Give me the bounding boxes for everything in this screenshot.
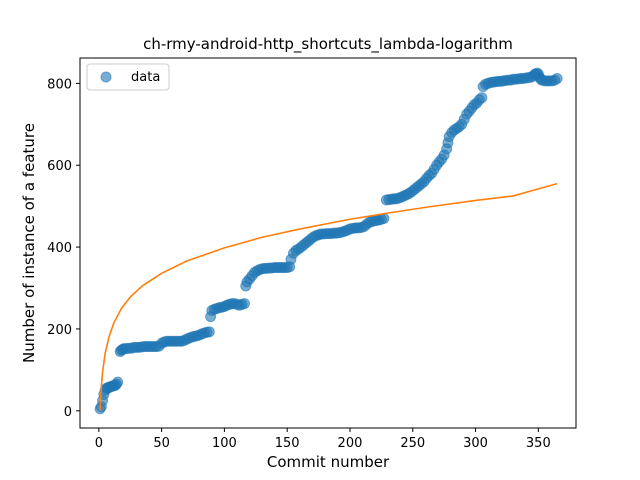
plot-area (94, 67, 563, 415)
x-tick-label: 50 (153, 436, 170, 451)
x-tick-label: 250 (400, 436, 425, 451)
y-axis: 0 200 400 600 800 (47, 77, 80, 420)
chart-title: ch-rmy-android-http_shortcuts_lambda-log… (143, 35, 513, 54)
y-tick-label: 800 (47, 77, 72, 92)
y-tick-label: 200 (47, 323, 72, 338)
x-axis: 0 50 100 150 200 250 300 350 (95, 428, 551, 451)
data-point (112, 376, 124, 388)
x-tick-label: 300 (463, 436, 488, 451)
x-tick-label: 350 (526, 436, 551, 451)
legend-marker (100, 71, 112, 83)
data-point (239, 298, 250, 310)
axes-frame (79, 57, 577, 429)
y-tick-label: 600 (47, 159, 72, 174)
y-axis-label: Number of instance of a feature (20, 123, 38, 363)
x-tick-label: 0 (95, 436, 103, 451)
x-tick-label: 100 (212, 436, 237, 451)
x-axis-label: Commit number (267, 453, 390, 471)
legend-label-data: data (131, 70, 160, 85)
data-point (476, 92, 488, 104)
data-point (551, 72, 563, 84)
y-tick-label: 400 (47, 241, 72, 256)
x-tick-label: 200 (338, 436, 363, 451)
fit-line (99, 182, 558, 411)
data-point (203, 326, 215, 338)
legend-box (86, 63, 170, 91)
x-tick-label: 150 (275, 436, 300, 451)
y-tick-label: 0 (64, 405, 72, 420)
legend: data (86, 63, 170, 91)
